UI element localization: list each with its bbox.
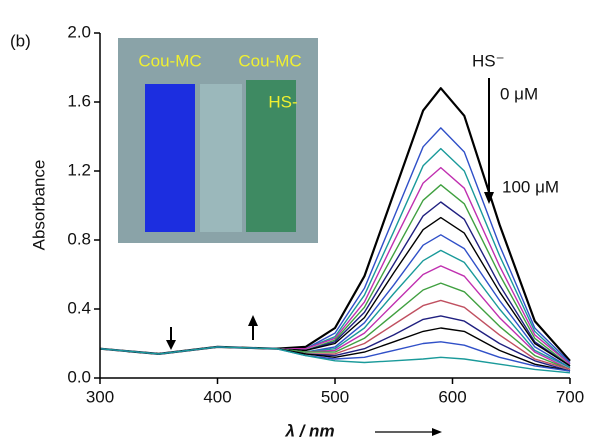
x-axis-label: λ / nm (284, 421, 334, 440)
x-tick-label: 400 (203, 387, 231, 406)
inset-label: HS- (268, 92, 297, 111)
x-tick-label: 700 (556, 387, 584, 406)
cuvette-green (246, 80, 296, 232)
x-tick-label: 300 (86, 387, 114, 406)
annotation: HS⁻ (472, 51, 505, 70)
cuvette-blue (145, 84, 195, 232)
arrows (166, 78, 494, 436)
inset-label: Cou-MC (238, 51, 301, 70)
x-tick-label: 600 (438, 387, 466, 406)
y-axis-label: Absorbance (29, 160, 48, 251)
spectrum-line (99, 346, 571, 374)
y-tick-label: 0.4 (67, 298, 91, 317)
annotation: 100 μM (502, 177, 559, 196)
y-tick-label: 2.0 (67, 22, 91, 41)
cuvette-empty (200, 84, 242, 232)
y-tick-label: 0.0 (67, 367, 91, 386)
inset-label: Cou-MC (138, 51, 201, 70)
y-tick-label: 0.8 (67, 229, 91, 248)
inset: Cou-MC Cou-MC HS- (118, 38, 318, 243)
annotation: 0 μM (500, 84, 538, 103)
x-tick-label: 500 (321, 387, 349, 406)
y-tick-label: 1.2 (67, 160, 91, 179)
panel-label: (b) (10, 31, 31, 50)
y-tick-label: 1.6 (67, 91, 91, 110)
